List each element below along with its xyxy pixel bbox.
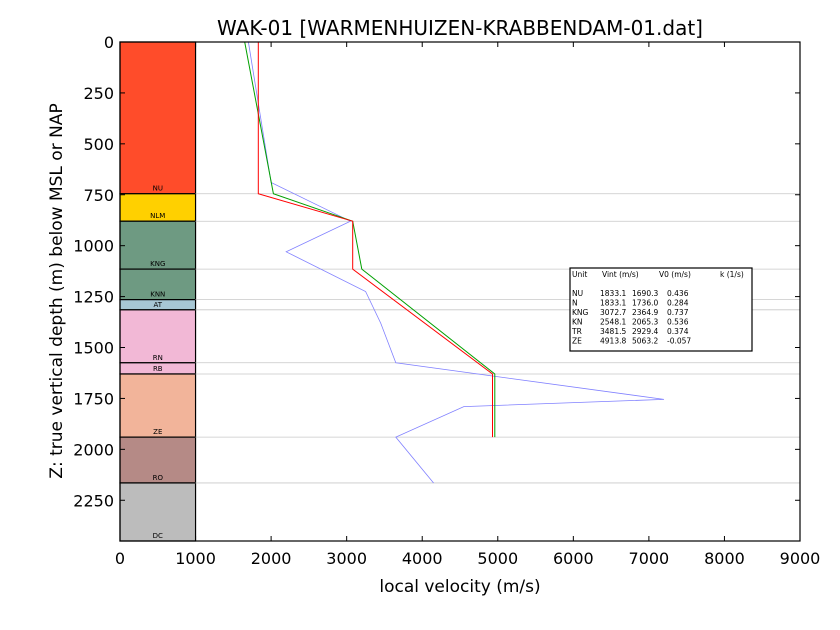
y-tick-label: 2000 (73, 440, 114, 459)
series-line-1 (248, 41, 665, 484)
table-cell: KNG (572, 308, 589, 317)
unit-label-knn: KNN (150, 291, 165, 299)
table-header-cell: Vint (m/s) (602, 270, 639, 279)
table-cell: 2364.9 (632, 308, 658, 317)
unit-label-nlm: NLM (150, 212, 165, 220)
plot-frame (119, 41, 801, 542)
x-tick-label: 0 (115, 549, 125, 568)
x-tick-label: 4000 (402, 549, 443, 568)
x-tick-label: 9000 (780, 549, 821, 568)
unit-label-rb: RB (153, 365, 163, 373)
velocity-series (244, 41, 665, 484)
x-tick-label: 3000 (326, 549, 367, 568)
unit-label-at: AT (154, 301, 163, 309)
unit-block-ze (119, 373, 197, 438)
chart-title: WAK-01 [WARMENHUIZEN-KRABBENDAM-01.dat] (217, 16, 703, 40)
unit-label-dc: DC (153, 532, 163, 540)
y-tick-label: 1000 (73, 237, 114, 256)
table-cell: 2929.4 (632, 327, 658, 336)
y-tick-label: 750 (83, 186, 114, 205)
y-tick-label: 1750 (73, 389, 114, 408)
unit-label-ro: RO (153, 474, 164, 482)
y-tick-label: 1250 (73, 288, 114, 307)
y-tick-label: 1500 (73, 339, 114, 358)
y-axis-label: Z: true vertical depth (m) below MSL or … (47, 103, 67, 478)
y-tick-label: 0 (104, 33, 114, 52)
unit-label-ze: ZE (153, 428, 162, 436)
x-tick-label: 7000 (629, 549, 670, 568)
table-cell: 1736.0 (632, 299, 658, 308)
table-header-cell: k (1/s) (720, 270, 744, 279)
table-box (569, 267, 753, 352)
series-line-3 (257, 42, 493, 438)
unit-label-kng: KNG (150, 260, 165, 268)
table-cell: 0.737 (667, 308, 689, 317)
table-cell: 3481.5 (600, 327, 626, 336)
table-cell: 2065.3 (632, 318, 658, 327)
table-cell: 5063.2 (632, 337, 658, 346)
unit-block-kng (119, 220, 197, 270)
unit-block-nu (119, 41, 197, 195)
table-cell: TR (571, 327, 582, 336)
table-cell: N (572, 299, 578, 308)
table-cell: 1833.1 (600, 289, 626, 298)
y-tick-label: 250 (83, 84, 114, 103)
velocity-table: Unit Vint (m/s) V0 (m/s) k (1/s) NU 1833.1 169… (569, 267, 753, 352)
x-tick-label: 5000 (477, 549, 518, 568)
x-tick-label: 2000 (251, 549, 292, 568)
table-cell: NU (572, 289, 583, 298)
table-cell: -0.057 (667, 337, 691, 346)
x-tick-label: 1000 (175, 549, 216, 568)
table-header-cell: Unit (572, 270, 587, 279)
table-cell: 4913.8 (600, 337, 626, 346)
stratigraphic-column: NU NLM KNG KNN AT RN RB ZE RO DC (119, 41, 197, 542)
axis-ticks: 0 1000 2000 3000 4000 5000 6000 7000 8000 9000 0 25… (73, 33, 820, 568)
table-cell: ZE (572, 337, 582, 346)
table-cell: 1690.3 (632, 289, 658, 298)
table-header-cell: V0 (m/s) (659, 270, 691, 279)
y-tick-label: 500 (83, 135, 114, 154)
series-line-2 (244, 41, 496, 438)
table-cell: 3072.7 (600, 308, 626, 317)
table-cell: KN (572, 318, 583, 327)
unit-block-rn (119, 309, 197, 364)
unit-label-rn: RN (153, 354, 163, 362)
table-cell: 0.374 (667, 327, 689, 336)
unit-label-nu: NU (153, 185, 163, 193)
x-tick-label: 8000 (704, 549, 745, 568)
table-cell: 0.436 (667, 289, 689, 298)
table-cell: 1833.1 (600, 299, 626, 308)
x-axis-label: local velocity (m/s) (379, 577, 540, 597)
x-tick-label: 6000 (553, 549, 594, 568)
table-cell: 2548.1 (600, 318, 626, 327)
table-cell: 0.284 (667, 299, 689, 308)
y-tick-label: 2250 (73, 491, 114, 510)
table-cell: 0.536 (667, 318, 689, 327)
unit-block-ro (119, 436, 197, 484)
